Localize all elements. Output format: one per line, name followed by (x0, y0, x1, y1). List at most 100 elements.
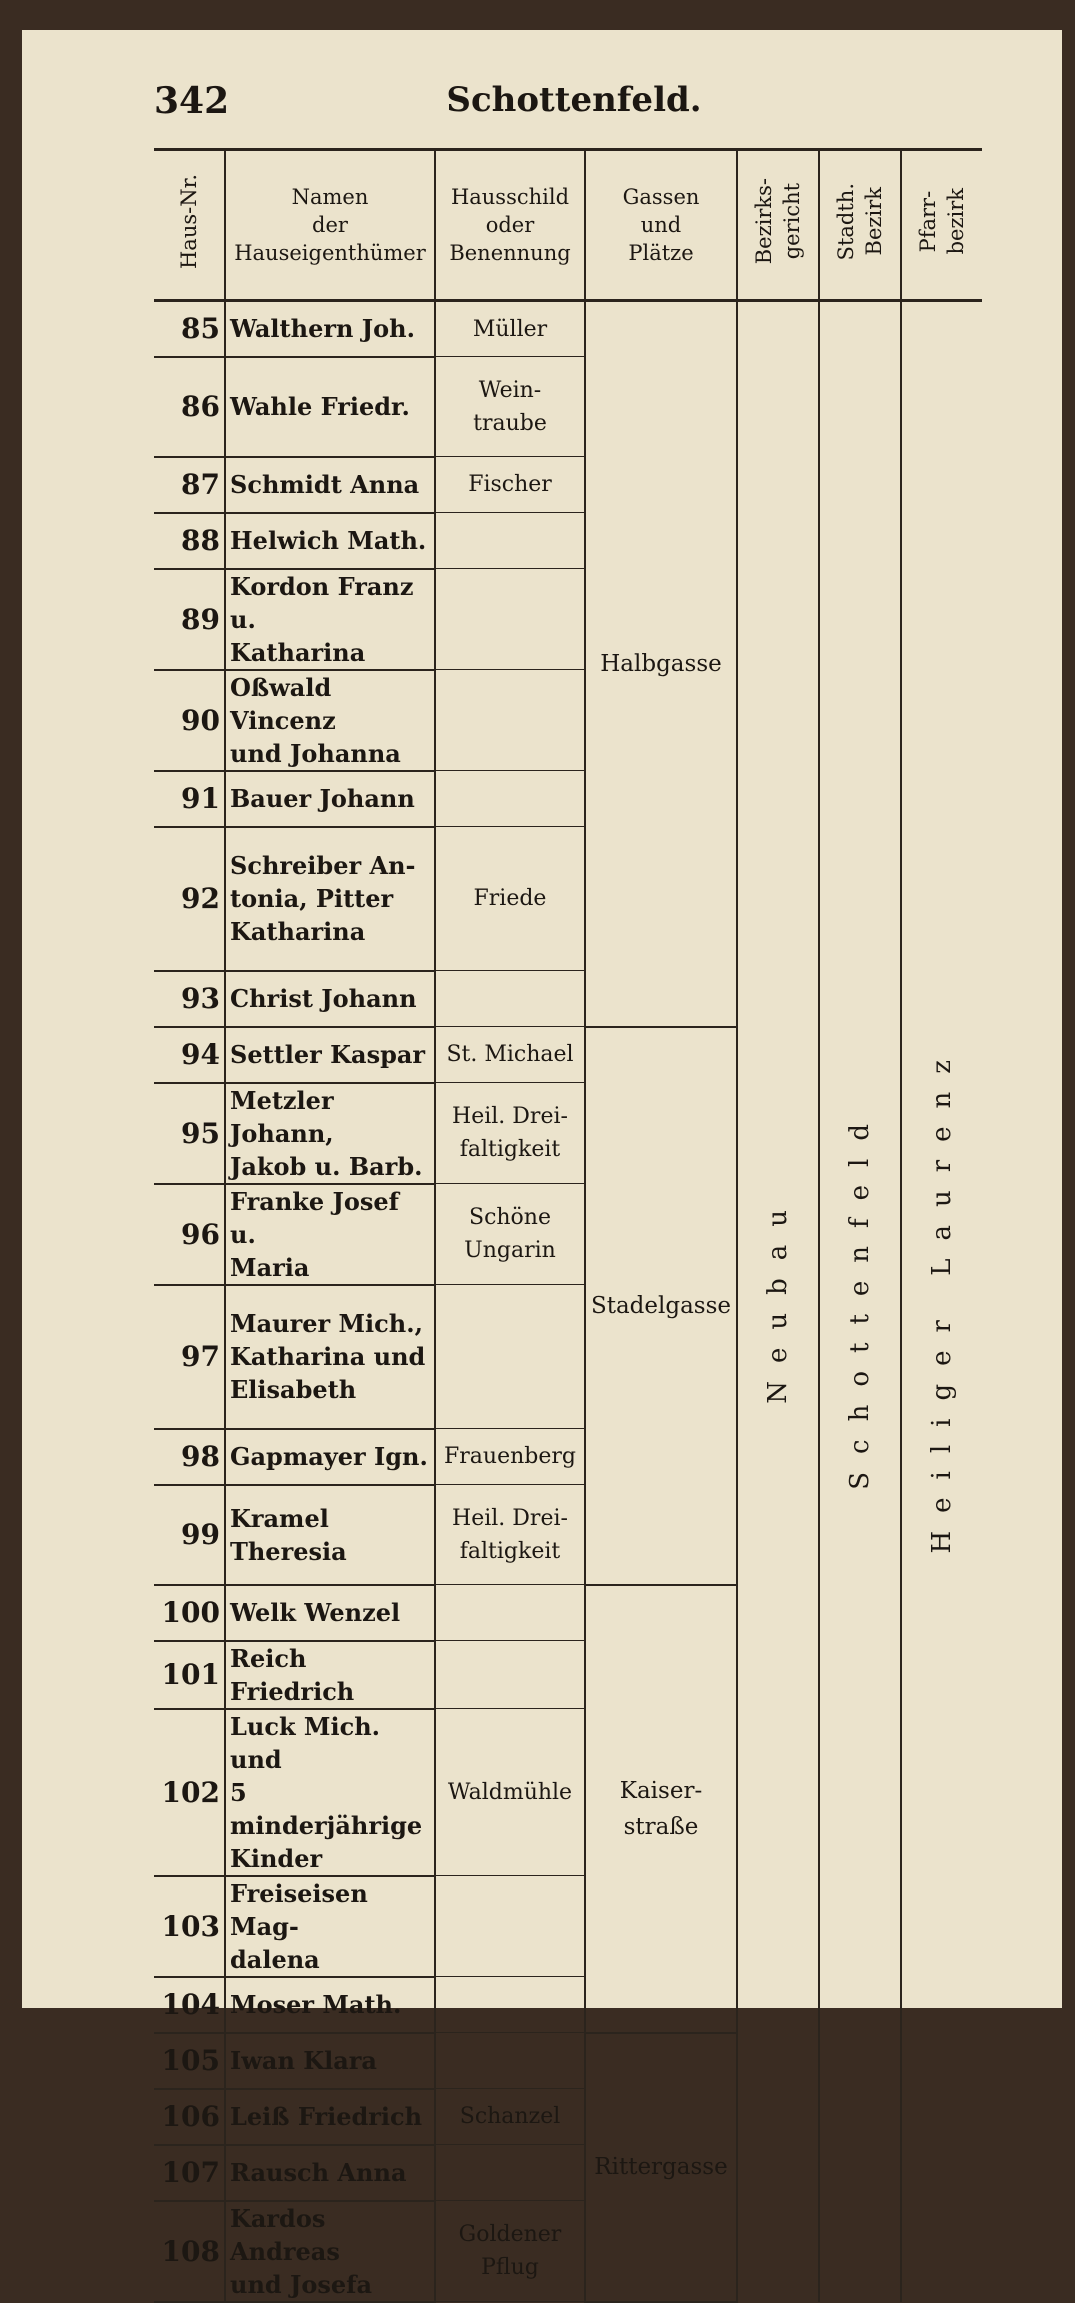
text-line: dalena (230, 1944, 320, 1974)
vertical-header: Pfarr-bezirk (914, 188, 970, 254)
text-line: Gapmayer Ign. (230, 1442, 428, 1471)
entry-row: 85 Walthern Joh. Müller Halbgasse Neubau Scho… (154, 300, 982, 2302)
owner-name: Leiß Friedrich (224, 2088, 435, 2146)
house-number: 94 (154, 1026, 225, 1084)
entry-row: 99 Kramel Theresia Heil. Drei-faltigkeit (154, 1484, 982, 1586)
entry-row: 95 Metzler Johann, Jakob u. Barb. Heil. Dre… (154, 1082, 982, 1185)
text-line: Pfarr- (916, 190, 940, 253)
text-line: straße (623, 1813, 699, 1840)
house-number: 108 (154, 2200, 225, 2303)
text-line: Kaiser- (619, 1777, 703, 1804)
text-line: Maurer Mich., (230, 1309, 423, 1338)
vertical-header: Stadth. Bezirk (832, 183, 888, 260)
text-line: Helwich Math. (230, 526, 427, 555)
text-line: Plätze (628, 241, 694, 265)
text-line: Reich Friedrich (230, 1643, 355, 1706)
table-head: Haus-Nr. Namen der Hauseigenthümer Hausschil… (154, 148, 982, 302)
house-sign (434, 669, 585, 771)
text-line: Stadth. (834, 182, 858, 261)
column-header: Hausschild oder Benennung (434, 148, 585, 302)
text-line: und Josefa (230, 2269, 373, 2299)
text-line: Halbgasse (600, 650, 722, 677)
house-number: 102 (154, 1708, 225, 1877)
entry-row: 101 Reich Friedrich (154, 1640, 982, 1710)
district-name: Schottenfeld (845, 1106, 875, 1491)
text-line: Heil. Drei- (452, 1104, 568, 1129)
owner-name: Franke Josef u. Maria (224, 1183, 435, 1286)
text-line: und Johanna (230, 738, 401, 768)
house-number: 100 (154, 1584, 225, 1642)
text-line: oder (485, 213, 535, 237)
column-header: Gassen und Plätze (584, 148, 737, 302)
house-sign (434, 770, 585, 827)
house-number: 106 (154, 2088, 225, 2146)
text-line: traube (473, 410, 547, 436)
entry-row: 97 Maurer Mich., Katharina und Elisabeth (154, 1284, 982, 1430)
entry-row: 102 Luck Mich. und 5 minderjährige Kinder Wa… (154, 1708, 982, 1877)
text-line: Kordon Franz u. (230, 571, 414, 634)
text-line: Elisabeth (230, 1375, 357, 1404)
text-line: Katharina (230, 637, 366, 667)
text-line: Haus-Nr. (177, 173, 201, 269)
text-line: Katharina (230, 917, 366, 946)
house-sign (434, 970, 585, 1027)
owner-name: Oßwald Vincenz und Johanna (224, 669, 435, 772)
street-name: Kaiser-straße (584, 1584, 737, 2034)
owner-name: Welk Wenzel (224, 1584, 435, 1642)
house-number: 86 (154, 356, 225, 458)
text-line: Schöne (469, 1205, 551, 1230)
text-line: Stadelgasse (590, 1292, 732, 1319)
house-number: 88 (154, 512, 225, 570)
district-column: Schottenfeld (818, 300, 901, 2302)
text-line: der (312, 213, 348, 237)
entry-row: 100 Welk Wenzel Kaiser-straße (154, 1584, 982, 2034)
text-line: Pflug (481, 2255, 539, 2280)
text-line: Leiß Friedrich (230, 2102, 423, 2131)
house-number: 101 (154, 1640, 225, 1710)
entry-row: 92 Schreiber An-tonia, Pitter Katharina Fri… (154, 826, 982, 972)
entry-row: 89 Kordon Franz u. Katharina (154, 568, 982, 671)
entry-row: 90 Oßwald Vincenz und Johanna (154, 669, 982, 772)
text-line: Freiseisen Mag- (230, 1878, 368, 1941)
street-name: Rittergasse (584, 2032, 737, 2303)
owner-name: Walthern Joh. (224, 300, 435, 358)
owner-name: Gapmayer Ign. (224, 1428, 435, 1486)
text-line: Jakob u. Barb. (230, 1151, 423, 1181)
house-number: 107 (154, 2144, 225, 2202)
house-sign: Heil. Drei-faltigkeit (434, 1082, 585, 1184)
text-line: Maria (230, 1252, 310, 1282)
house-number: 103 (154, 1875, 225, 1978)
house-sign (434, 2144, 585, 2201)
text-line: faltigkeit (459, 1538, 561, 1564)
header-row: Haus-Nr. Namen der Hauseigenthümer Hausschil… (154, 148, 982, 302)
owner-name: Schmidt Anna (224, 456, 435, 514)
text-line: Bezirks- (752, 178, 776, 265)
owner-name: Moser Math. (224, 1976, 435, 2034)
house-number: 98 (154, 1428, 225, 1486)
owner-name: Iwan Klara (224, 2032, 435, 2090)
entry-row: 103 Freiseisen Mag-dalena (154, 1875, 982, 1978)
owner-name: Luck Mich. und 5 minderjährige Kinder (224, 1708, 435, 1877)
text-line: und (640, 213, 682, 237)
text-line: Schreiber An- (230, 851, 416, 880)
text-line: Oßwald Vincenz (230, 672, 336, 735)
house-sign: Schöne Ungarin (434, 1183, 585, 1285)
text-line: gericht (780, 183, 804, 260)
register-table: Haus-Nr. Namen der Hauseigenthümer Hausschil… (154, 148, 982, 2303)
text-line: Schanzel (459, 2104, 561, 2129)
text-line: Luck Mich. und (230, 1711, 381, 1774)
court-column: Neubau (736, 300, 819, 2302)
owner-name: Freiseisen Mag-dalena (224, 1875, 435, 1978)
owner-name: Kramel Theresia (224, 1484, 435, 1586)
text-line: Walthern Joh. (230, 314, 415, 344)
page-title: Schottenfeld. (446, 80, 702, 120)
text-line: St. Michael (446, 1042, 574, 1067)
text-line: Friede (473, 886, 547, 911)
house-sign: Müller (434, 300, 585, 357)
parish-name: Heiliger Laurenz (927, 1042, 957, 1554)
house-sign: Heil. Drei-faltigkeit (434, 1484, 585, 1585)
text-line: Rittergasse (594, 2154, 728, 2180)
text-line: Moser Math. (230, 1990, 402, 2019)
column-header: Pfarr-bezirk (900, 148, 982, 302)
text-line: Wahle Friedr. (230, 392, 410, 421)
